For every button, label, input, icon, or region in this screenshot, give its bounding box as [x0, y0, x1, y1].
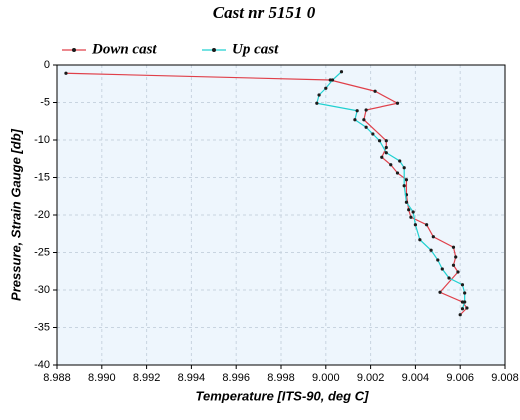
x-tick-label: 9.004 [402, 372, 430, 384]
data-point [364, 108, 368, 112]
data-point [431, 235, 435, 239]
x-tick-label: 9.002 [357, 372, 385, 384]
y-tick-label: -5 [40, 96, 50, 108]
x-tick-label: 8.996 [222, 372, 250, 384]
data-point [460, 307, 465, 311]
data-point [463, 300, 467, 304]
data-point [315, 101, 319, 105]
y-tick-label: -35 [34, 321, 50, 333]
data-point [384, 151, 388, 155]
series-line [316, 71, 466, 309]
y-axis-label: Pressure, Strain Gauge [db] [8, 128, 23, 301]
data-point [460, 300, 465, 304]
plot-frame [56, 64, 506, 366]
data-point [373, 89, 377, 93]
chart-title: Cast nr 5151 0 [213, 3, 316, 22]
data-point [404, 200, 409, 204]
data-point [364, 125, 368, 129]
data-point [447, 276, 451, 280]
data-point [398, 159, 402, 163]
data-point [371, 132, 375, 136]
x-tick-label: 8.990 [88, 372, 116, 384]
legend-label: Up cast [232, 41, 279, 57]
y-tick-label: -10 [34, 134, 50, 146]
legend-marker [212, 48, 216, 52]
x-tick-label: 8.988 [43, 372, 71, 384]
data-point [456, 270, 460, 274]
x-tick-label: 9.000 [312, 372, 340, 384]
data-point [355, 109, 359, 113]
data-point [440, 267, 444, 271]
x-axis-label: Temperature [ITS-90, deg C] [196, 388, 370, 403]
data-point [454, 255, 458, 259]
data-point [413, 223, 417, 227]
data-point [328, 78, 332, 82]
data-point [395, 101, 400, 105]
data-point [407, 208, 411, 212]
data-point [460, 283, 465, 287]
data-point [362, 118, 366, 122]
y-tick-label: -15 [34, 171, 50, 183]
y-tick-label: -30 [34, 284, 50, 296]
data-point [380, 155, 384, 159]
data-point [436, 258, 440, 262]
x-tick-label: 9.006 [446, 372, 474, 384]
data-point [404, 178, 409, 182]
data-point [458, 313, 462, 317]
data-point [384, 145, 388, 150]
data-point [377, 139, 382, 143]
x-tick-label: 8.998 [267, 372, 295, 384]
data-point [411, 210, 415, 214]
data-point [389, 163, 393, 167]
data-point [409, 215, 413, 219]
data-point [64, 71, 68, 75]
y-tick-label: -25 [34, 246, 50, 258]
data-point [317, 93, 321, 97]
data-point [402, 184, 406, 188]
data-point [339, 70, 344, 74]
y-tick-label: 0 [44, 59, 50, 71]
data-point [395, 171, 400, 175]
data-point [324, 86, 328, 90]
data-point [451, 245, 456, 249]
data-point [425, 223, 429, 227]
legend-marker [72, 48, 76, 52]
data-point [463, 291, 467, 295]
x-tick-label: 8.994 [178, 372, 206, 384]
x-tick-label: 9.008 [491, 372, 519, 384]
y-tick-label: -20 [34, 209, 50, 221]
x-tick-label: 8.992 [133, 372, 161, 384]
y-tick-label: -40 [34, 359, 50, 371]
data-point [330, 78, 335, 82]
data-point [384, 139, 388, 143]
data-point [438, 290, 442, 294]
legend-label: Down cast [91, 41, 157, 57]
data-point [429, 248, 433, 252]
data-point [402, 166, 406, 170]
data-point [353, 118, 357, 122]
data-point [465, 306, 469, 310]
data-point [451, 263, 456, 267]
data-point [418, 238, 422, 242]
